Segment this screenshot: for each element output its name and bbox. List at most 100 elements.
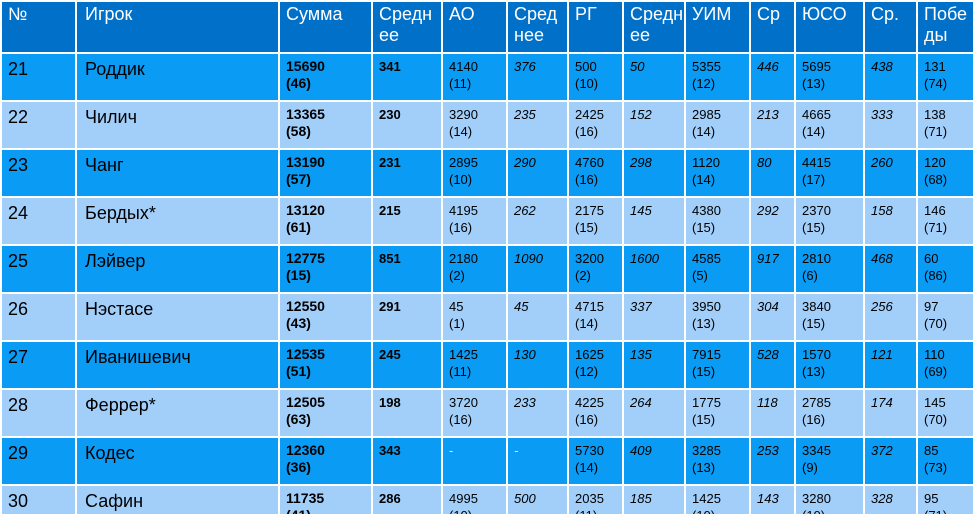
table-cell: 372	[863, 436, 918, 486]
table-row: 23 Чанг 13190 (57) 231 2895 (10) 290 4760 (16) 298…	[0, 148, 973, 198]
cell-line: 5695	[802, 59, 831, 74]
cell-line: (10)	[449, 507, 505, 514]
table-cell: 50	[622, 52, 686, 102]
cell-line: (12)	[692, 76, 716, 91]
cell-line: 13190	[286, 154, 325, 170]
cell-line: (14)	[575, 460, 599, 475]
table-cell: 1625 (12)	[567, 340, 624, 390]
cell-line: (15)	[692, 364, 716, 379]
table-cell: 3280(10)	[794, 484, 865, 514]
cell-line: 2985	[692, 107, 721, 122]
table-cell: 2175 (15)	[567, 196, 624, 246]
cell-line: (5)	[692, 268, 708, 283]
cell-line: (71)	[924, 507, 972, 514]
table-cell: Кодес	[75, 436, 280, 486]
table-cell: 256	[863, 292, 918, 342]
table-cell: 1425 (11)	[441, 340, 508, 390]
cell-line: 85	[924, 443, 939, 458]
header-cell: ЮСО	[794, 0, 865, 54]
cell-line: (9)	[802, 460, 818, 475]
cell-line: 12775	[286, 250, 325, 266]
cell-line: 120	[924, 155, 946, 170]
cell-line: 146	[924, 203, 946, 218]
table-cell: 3720 (16)	[441, 388, 508, 438]
table-cell: 291	[371, 292, 443, 342]
table-cell: 174	[863, 388, 918, 438]
cell-line: (12)	[575, 364, 599, 379]
header-cell: Ср	[749, 0, 796, 54]
cell-line: 2370	[802, 203, 831, 218]
cell-line: (13)	[802, 76, 826, 91]
cell-line: (58)	[286, 123, 311, 139]
table-cell: 235	[506, 100, 569, 150]
table-cell: 145	[622, 196, 686, 246]
cell-line: (70)	[924, 316, 948, 331]
cell-line: (41)	[286, 507, 370, 514]
header-cell: АО	[441, 0, 508, 54]
table-cell: 185	[622, 484, 686, 514]
cell-line: (15)	[802, 220, 826, 235]
table-cell: 4665 (14)	[794, 100, 865, 150]
table-cell: 12360 (36)	[278, 436, 373, 486]
cell-line: 12505	[286, 394, 325, 410]
cell-line: (10)	[802, 507, 862, 514]
table-cell: 230	[371, 100, 443, 150]
header-row: № Игрок Сумма Среднее АО Среднее РГ Среднее УИМ С…	[0, 0, 973, 54]
table-body: 21 Роддик 15690 (46) 341 4140 (11) 376 500 (10) 50…	[0, 52, 973, 514]
cell-line: (15)	[692, 412, 716, 427]
cell-line: (14)	[575, 316, 599, 331]
table-cell: 304	[749, 292, 796, 342]
header-cell: Сумма	[278, 0, 373, 54]
cell-line: (1)	[449, 316, 465, 331]
table-cell: 851	[371, 244, 443, 294]
cell-line: (17)	[802, 172, 826, 187]
table-cell: 409	[622, 436, 686, 486]
cell-line: (2)	[575, 268, 591, 283]
cell-line: (43)	[286, 315, 311, 331]
cell-line: (11)	[449, 364, 472, 379]
table-cell: 2810 (6)	[794, 244, 865, 294]
cell-line: 11735	[286, 490, 325, 506]
table-cell: 2180 (2)	[441, 244, 508, 294]
cell-line: (10)	[449, 172, 473, 187]
table-row: 29 Кодес 12360 (36) 343- -5730 (14) 409 3285 (13)…	[0, 436, 973, 486]
cell-line: (15)	[692, 220, 716, 235]
table-cell: 446	[749, 52, 796, 102]
table-cell: 1425(10)	[684, 484, 751, 514]
table-cell: 24	[0, 196, 77, 246]
table-cell: 23	[0, 148, 77, 198]
cell-line: 95	[924, 491, 939, 506]
table-cell: 131 (74)	[916, 52, 973, 102]
table-cell: Сафин	[75, 484, 280, 514]
cell-line: (14)	[449, 124, 473, 139]
table-cell: 328	[863, 484, 918, 514]
cell-line: 5355	[692, 59, 721, 74]
table-row: 30Сафин11735(41)2864995(10)5002035(11)18…	[0, 484, 973, 514]
cell-line: (16)	[575, 172, 599, 187]
header-cell: Среднее	[506, 0, 569, 54]
cell-line: 138	[924, 107, 946, 122]
cell-line: 1425	[449, 347, 478, 362]
cell-line: 1775	[692, 395, 721, 410]
cell-line: (16)	[802, 412, 826, 427]
table-row: 21 Роддик 15690 (46) 341 4140 (11) 376 500 (10) 50…	[0, 52, 973, 102]
table-cell: 500 (10)	[567, 52, 624, 102]
table-cell: 2035(11)	[567, 484, 624, 514]
cell-line: (11)	[449, 76, 472, 91]
table-cell: 3345 (9)	[794, 436, 865, 486]
cell-line: 3345	[802, 443, 831, 458]
cell-line: 13365	[286, 106, 325, 122]
table-cell: 245	[371, 340, 443, 390]
cell-line: (51)	[286, 363, 311, 379]
cell-line: 4380	[692, 203, 721, 218]
table-cell: Бердых*	[75, 196, 280, 246]
header-cell: №	[0, 0, 77, 54]
cell-line: 7915	[692, 347, 721, 362]
cell-line: (15)	[286, 267, 311, 283]
cell-line: (46)	[286, 75, 311, 91]
cell-line: 1570	[802, 347, 831, 362]
table-row: 24 Бердых* 13120 (61) 215 4195 (16) 262 2175 (15)…	[0, 196, 973, 246]
table-cell: 917	[749, 244, 796, 294]
table-cell: Роддик	[75, 52, 280, 102]
